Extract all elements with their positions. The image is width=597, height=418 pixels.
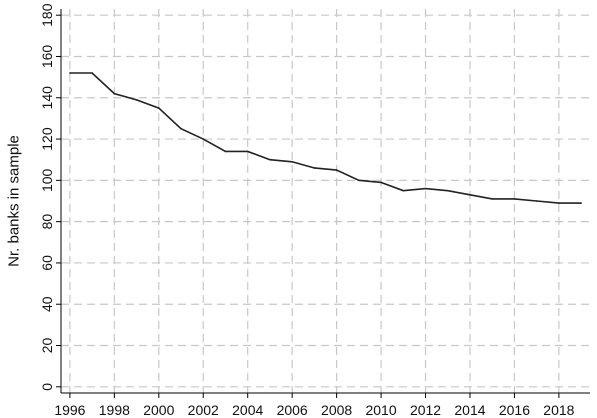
x-tick-label: 2004 [232, 402, 263, 418]
data-point [91, 72, 93, 74]
data-point [246, 150, 249, 153]
data-point [202, 138, 205, 140]
y-tick-label: 160 [39, 45, 55, 69]
data-point [491, 198, 494, 200]
y-tick-label: 60 [39, 255, 55, 271]
y-tick-label: 40 [39, 296, 55, 312]
data-point [380, 181, 382, 184]
data-point [313, 167, 316, 169]
x-tick-label: 2006 [277, 402, 308, 418]
y-tick-label: 20 [39, 338, 55, 354]
data-point [269, 158, 271, 161]
series-line-0 [69, 72, 582, 204]
data-point [157, 107, 160, 109]
series-group [69, 72, 582, 204]
x-tick-label: 2014 [454, 402, 485, 418]
y-tick-label: 120 [39, 127, 55, 151]
data-point [113, 92, 116, 95]
x-axis-ticks: 1996 1998 2000 2002 2004 2006 2008 2010 2012 2014… [54, 393, 575, 418]
x-tick-label: 2000 [143, 402, 174, 418]
y-tick-label: 100 [39, 168, 55, 192]
y-axis-title: Nr. banks in sample [5, 135, 22, 267]
x-tick-label: 2012 [410, 402, 441, 418]
y-tick-label: 0 [39, 383, 55, 391]
x-tick-label: 2016 [499, 402, 530, 418]
data-point [446, 189, 449, 192]
data-point [402, 189, 405, 192]
x-tick-label: 1998 [99, 402, 130, 418]
data-point [69, 72, 71, 74]
y-tick-label: 180 [39, 3, 55, 27]
x-tick-label: 2002 [188, 402, 219, 418]
x-tick-label: 2008 [321, 402, 352, 418]
y-tick-label: 80 [39, 214, 55, 230]
data-point [580, 202, 582, 204]
data-point [558, 202, 560, 204]
data-point [513, 198, 516, 200]
x-tick-label: 1996 [54, 402, 85, 418]
data-point [335, 169, 338, 171]
data-point [424, 187, 427, 190]
data-point [180, 127, 182, 130]
data-point [469, 194, 471, 196]
data-point [358, 179, 360, 182]
y-axis-ticks: 0 20 40 60 80 100 120 140 160 180 [39, 3, 61, 391]
x-tick-label: 2018 [543, 402, 574, 418]
y-tick-label: 140 [39, 86, 55, 110]
grid [61, 9, 590, 393]
data-point [535, 200, 538, 202]
x-tick-label: 2010 [365, 402, 396, 418]
data-point [291, 160, 293, 163]
data-point [135, 99, 138, 101]
data-point [224, 150, 227, 153]
